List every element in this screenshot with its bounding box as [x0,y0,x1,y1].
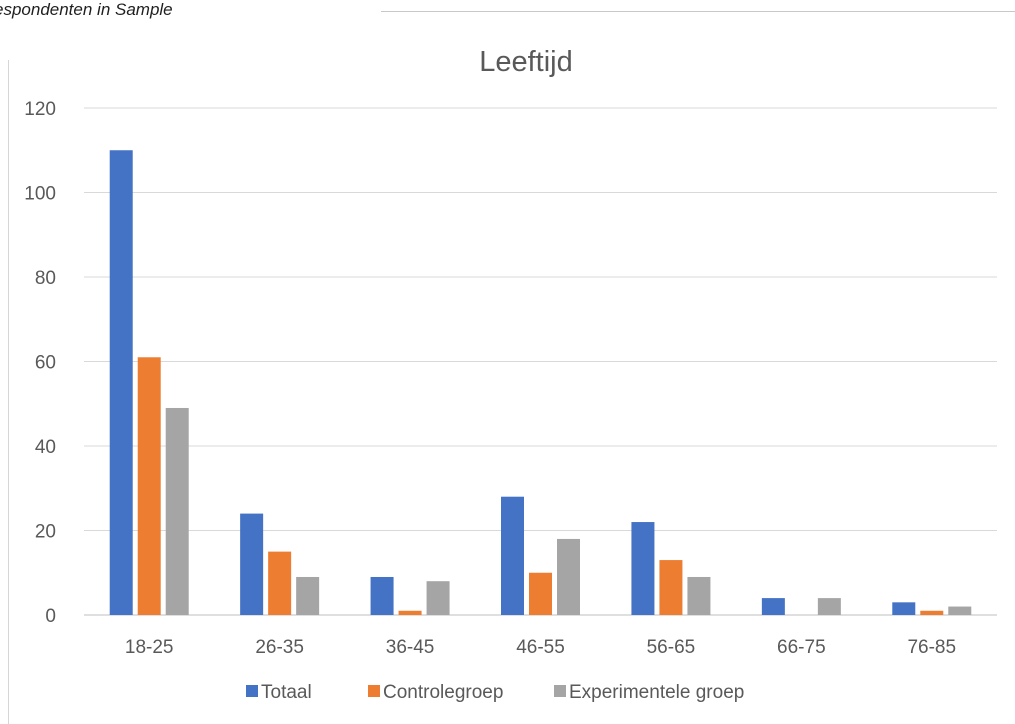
legend-swatch [554,685,566,697]
x-tick-label: 56-65 [647,637,696,658]
figure-caption: espondenten in Sample [0,0,173,19]
x-tick-label: 36-45 [386,637,435,658]
bar-controlegroep-76-85 [920,610,944,615]
y-tick-label: 40 [35,437,56,458]
bar-experimentele-groep-76-85 [948,606,972,615]
legend-swatch [246,685,258,697]
legend-item-experimentele-groep: Experimentele groep [554,682,744,703]
bar-totaal-26-35 [240,513,264,615]
bar-experimentele-groep-26-35 [296,576,320,615]
gridlines [84,107,997,616]
y-axis-ticks: 0 20 40 60 80 100 120 [24,99,56,627]
y-tick-label: 0 [45,606,56,627]
bar-totaal-36-45 [370,576,394,615]
bars [109,150,972,615]
legend-label: Controlegroep [383,682,503,703]
bar-controlegroep-56-65 [659,560,683,615]
bar-totaal-66-75 [761,598,785,615]
chart-title: Leeftijd [479,46,573,78]
x-tick-label: 76-85 [907,637,956,658]
chart-frame-edge [8,60,9,724]
x-tick-label: 66-75 [777,637,826,658]
bar-controlegroep-18-25 [137,357,161,615]
legend-swatch [368,685,380,697]
x-tick-label: 18-25 [125,637,174,658]
y-tick-label: 80 [35,268,56,289]
bar-totaal-76-85 [892,602,916,615]
y-tick-label: 60 [35,353,56,374]
bar-experimentele-groep-18-25 [165,407,189,615]
bar-totaal-56-65 [631,522,655,615]
legend-label: Experimentele groep [569,682,744,703]
bar-totaal-18-25 [109,150,133,615]
legend-item-totaal: Totaal [246,682,312,703]
bar-experimentele-groep-56-65 [687,576,711,615]
x-axis-ticks: 18-25 26-35 36-45 46-55 56-65 66-75 76-85 [125,637,956,658]
bar-experimentele-groep-66-75 [817,598,841,615]
x-tick-label: 46-55 [516,637,565,658]
bar-totaal-46-55 [501,496,524,615]
top-divider [381,11,1015,12]
bar-experimentele-groep-36-45 [426,581,450,615]
y-tick-label: 20 [35,522,56,543]
x-tick-label: 26-35 [255,637,304,658]
legend-label: Totaal [261,682,312,703]
legend-item-controlegroep: Controlegroep [368,682,503,703]
y-tick-label: 100 [24,184,56,205]
y-tick-label: 120 [24,99,56,120]
bar-controlegroep-26-35 [268,551,292,615]
bar-controlegroep-36-45 [398,610,422,615]
bar-controlegroep-46-55 [529,572,552,615]
legend: Totaal Controlegroep Experimentele groep [246,682,744,703]
bar-experimentele-groep-46-55 [557,538,580,615]
